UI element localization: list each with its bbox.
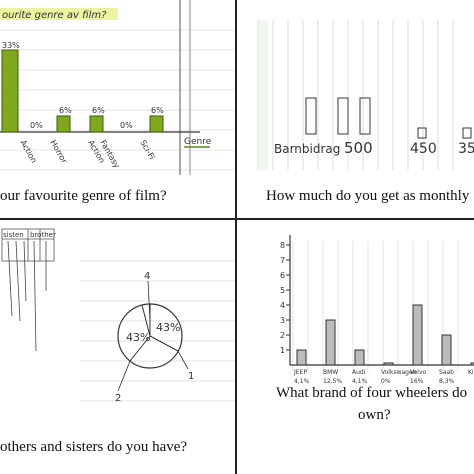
cars-bar [470, 362, 474, 366]
cars-bar [383, 362, 394, 366]
cars-bar [441, 334, 452, 366]
siblings-sketch: sisten brother 4 43% 43% 2 1 [1, 228, 235, 404]
genre-cat-1: Action [18, 139, 38, 165]
cars-y-tick: 4 [280, 301, 285, 310]
cars-y-tick: 6 [280, 271, 285, 280]
pocket-money-sketch: Barnbidrag 500 450 35 [257, 20, 474, 170]
panel-siblings-caption: others and sisters do you have? [0, 439, 188, 455]
cars-brand-label: Volvo [410, 369, 427, 376]
genre-axis-label: Genre [184, 137, 212, 147]
panel-siblings: sisten brother 4 43% 43% 2 1 others and … [0, 221, 235, 474]
siblings-header-sisters: sisten [3, 231, 24, 239]
genre-cat-3: Horror [48, 139, 69, 166]
cars-brand-label: Audi [352, 369, 366, 376]
cars-bar [296, 349, 307, 366]
genre-bar-1 [1, 49, 19, 133]
pie-label-2: 2 [115, 393, 121, 404]
genre-value-4: 6% [92, 106, 105, 115]
cars-y-tick: 8 [280, 241, 285, 250]
genre-sketch: ourite genre av film? 33% 0% 6% 6% 0% 6%… [0, 0, 235, 175]
divider-horizontal [0, 218, 474, 220]
pie-label-43a: 43% [156, 321, 180, 334]
pie-label-43b: 43% [126, 331, 150, 344]
genre-value-1: 33% [2, 41, 20, 50]
pie-label-4: 4 [144, 271, 150, 282]
cars-pct-label: 4,1% [352, 378, 368, 385]
genre-bar-3 [56, 115, 71, 133]
cars-y-tick: 1 [280, 346, 285, 355]
panel-pocket-money: Barnbidrag 500 450 35 How much do you ge… [238, 0, 474, 218]
cars-pct-label: 0% [381, 378, 391, 385]
cars-y-tick: 7 [280, 256, 285, 265]
money-bar-1 [305, 97, 317, 135]
panel-cars: 1 2 3 4 5 6 7 8 JEEP 4,1% BMW 12,5% Audi 4,1% Volkswa… [238, 221, 474, 474]
money-bar-3 [359, 97, 371, 135]
money-label-450: 450 [410, 141, 437, 157]
panel-cars-caption-line2: own? [358, 407, 391, 423]
genre-value-5: 0% [120, 121, 133, 130]
genre-value-3: 6% [59, 106, 72, 115]
cars-brand-label: BMW [323, 369, 338, 376]
panel-genre: ourite genre av film? 33% 0% 6% 6% 0% 6%… [0, 0, 235, 218]
divider-vertical [235, 0, 237, 474]
cars-bar [325, 319, 336, 366]
genre-bar-4 [89, 115, 104, 133]
money-bar-5 [462, 127, 472, 139]
cars-bar [412, 304, 423, 366]
cars-pct-label: 16% [410, 378, 424, 385]
cars-pct-label: 4,1% [294, 378, 310, 385]
money-label-500: 500 [344, 139, 373, 157]
money-bar-4 [417, 127, 427, 139]
genre-handwritten-title: ourite genre av film? [2, 10, 107, 21]
cars-pct-label: 8,3% [439, 378, 455, 385]
cars-pct-label: 12,5% [323, 378, 342, 385]
pie-label-1: 1 [188, 371, 194, 382]
money-bar-2 [337, 97, 349, 135]
panel-genre-caption: our favourite genre of film? [0, 188, 167, 204]
money-label-35: 35 [458, 141, 474, 157]
cars-y-tick: 2 [280, 331, 285, 340]
genre-value-6: 6% [151, 106, 164, 115]
panel-pocket-money-caption: How much do you get as monthly [266, 188, 470, 204]
genre-bar-6 [149, 115, 164, 133]
cars-brand-label: Kia [468, 369, 474, 376]
siblings-header-brothers: brother [30, 231, 56, 239]
cars-brand-label: Saab [439, 369, 454, 376]
panel-cars-caption-line1: What brand of four wheelers do [276, 385, 468, 401]
cars-sketch: 1 2 3 4 5 6 7 8 JEEP 4,1% BMW 12,5% Audi 4,1% Volkswa… [280, 235, 474, 385]
money-label-barnbidrag: Barnbidrag [274, 142, 340, 156]
genre-value-2: 0% [30, 121, 43, 130]
cars-brand-label: JEEP [293, 369, 307, 376]
cars-y-tick: 5 [280, 286, 285, 295]
cars-brand-label: Volkswagen [381, 369, 417, 376]
cars-y-tick: 3 [280, 316, 285, 325]
cars-bar [354, 349, 365, 366]
